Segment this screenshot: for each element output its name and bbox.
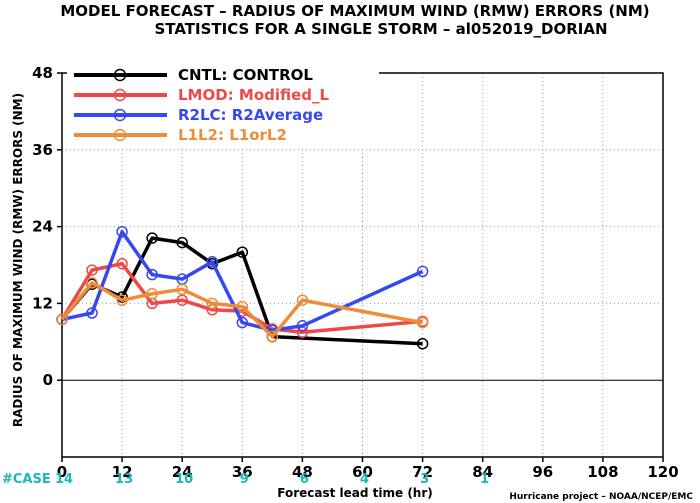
- series-point: [266, 330, 279, 343]
- legend-marker: [113, 108, 127, 122]
- series-point: [296, 294, 309, 306]
- chart-subtitle: STATISTICS FOR A SINGLE STORM – al052019…: [154, 20, 607, 38]
- x-tick-label: 24: [172, 463, 193, 481]
- x-tick-label: 84: [472, 463, 493, 481]
- series-lines: [56, 225, 429, 350]
- y-axis-label: RADIUS OF MAXIMUM WIND (RMW) ERRORS (NM): [11, 93, 25, 427]
- legend-label: R2LC: R2Average: [178, 106, 323, 124]
- x-tick-label: 36: [232, 463, 253, 481]
- y-tick-label: 48: [32, 64, 53, 82]
- series-point: [86, 277, 98, 289]
- case-label: #CASE: [2, 472, 51, 487]
- series-point: [86, 307, 98, 319]
- legend-item: CNTL: CONTROL: [74, 66, 313, 84]
- legend-item: L1L2: L1orL2: [74, 126, 287, 144]
- x-tick-label: 108: [587, 463, 618, 481]
- series-point: [206, 297, 218, 310]
- series-3: [56, 277, 429, 343]
- series-point: [176, 283, 188, 296]
- case-count: 10: [175, 472, 193, 487]
- series-point: [116, 294, 128, 306]
- series-point: [176, 236, 188, 249]
- legend-label: CNTL: CONTROL: [178, 66, 313, 84]
- case-count: 9: [240, 472, 249, 487]
- series-point: [86, 264, 98, 276]
- y-tick-label: 0: [43, 371, 53, 389]
- series-point: [146, 268, 158, 281]
- series-point: [416, 265, 429, 278]
- x-tick-label: 120: [647, 463, 678, 481]
- legend-item: LMOD: Modified_L: [74, 86, 330, 104]
- x-tick-label: 48: [292, 463, 313, 481]
- case-count: 1: [480, 472, 489, 487]
- case-count: 4: [360, 472, 369, 487]
- legend-marker: [113, 68, 127, 82]
- series-line: [60, 261, 423, 334]
- series-point: [176, 294, 188, 306]
- x-tick-labels: 0 12 24 36 48 60 72 84 96 108 120: [57, 457, 679, 481]
- x-tick-label: 12: [112, 463, 133, 481]
- x-tick-label: 72: [412, 463, 433, 481]
- x-tick-label: 60: [352, 463, 373, 481]
- legend-marker: [113, 88, 127, 102]
- series-point: [416, 337, 429, 350]
- case-count: 3: [420, 472, 429, 487]
- series-point: [116, 225, 128, 238]
- case-count: 13: [115, 472, 133, 487]
- x-tick-label: 0: [57, 463, 67, 481]
- series-point: [146, 232, 158, 244]
- x-tick-label: 96: [532, 463, 553, 481]
- credit-label: Hurricane project – NOAA/NCEP/EMC: [509, 492, 693, 502]
- case-count: 6: [300, 472, 309, 487]
- series-point: [236, 246, 249, 258]
- series-point: [236, 316, 249, 329]
- series-point: [296, 320, 309, 332]
- y-tick-label: 36: [32, 141, 53, 159]
- y-tick-label: 24: [32, 218, 53, 236]
- series-point: [116, 257, 128, 270]
- case-counts: 14 13 10 9 6 4 3 1: [55, 472, 489, 487]
- legend-item: R2LC: R2Average: [74, 106, 323, 124]
- series-point: [146, 288, 158, 300]
- legend-marker: [113, 128, 127, 142]
- series-point: [416, 316, 429, 329]
- series-point: [236, 300, 249, 313]
- series-0: [56, 232, 429, 350]
- series-point: [56, 313, 68, 326]
- case-count: 14: [55, 472, 73, 487]
- series-point: [206, 256, 218, 268]
- series-line: [60, 281, 423, 339]
- y-tick-label: 12: [32, 294, 53, 312]
- series-line: [61, 229, 424, 333]
- legend-label: LMOD: Modified_L: [178, 86, 330, 104]
- legend-label: L1L2: L1orL2: [178, 126, 287, 144]
- y-tick-labels: 0 12 24 36 48: [32, 64, 62, 389]
- legend: CNTL: CONTROL LMOD: Modified_L R2LC: R2Ave…: [74, 66, 330, 144]
- x-axis-label: Forecast lead time (hr): [277, 486, 433, 500]
- chart-title: MODEL FORECAST – RADIUS OF MAXIMUM WIND …: [60, 2, 649, 20]
